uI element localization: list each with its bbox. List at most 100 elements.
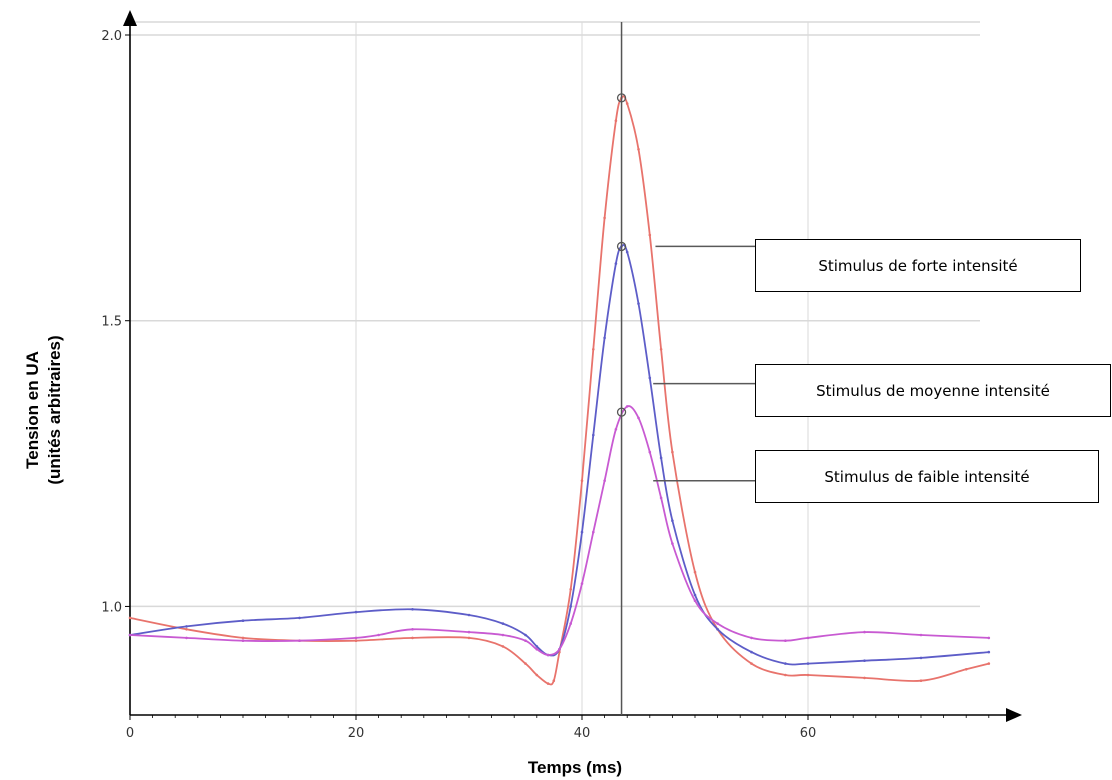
series-point-0 bbox=[659, 348, 663, 351]
series-point-2 bbox=[185, 636, 188, 640]
cursor-layer bbox=[616, 22, 627, 715]
series-point-0 bbox=[671, 450, 674, 454]
series-point-2 bbox=[546, 653, 550, 657]
cursor-marker bbox=[616, 241, 627, 252]
series-line-0 bbox=[129, 95, 990, 686]
series-point-1 bbox=[467, 613, 471, 617]
series-point-1 bbox=[919, 656, 923, 660]
leader-layer bbox=[653, 245, 755, 482]
series-point-1 bbox=[524, 633, 527, 637]
series-point-1 bbox=[625, 250, 629, 254]
series-point-1 bbox=[987, 650, 991, 654]
series-point-2 bbox=[298, 639, 301, 642]
x-tick-label: 60 bbox=[800, 726, 817, 741]
series-point-0 bbox=[128, 616, 132, 620]
series-point-2 bbox=[784, 639, 787, 642]
series-point-0 bbox=[806, 673, 810, 677]
series-point-0 bbox=[964, 668, 968, 671]
y-axis-title-group: Tension en UA (unités arbitraires) bbox=[23, 335, 64, 484]
series-point-1 bbox=[185, 625, 188, 628]
series-point-2 bbox=[671, 542, 674, 545]
y-axis-arrow-icon bbox=[123, 10, 137, 26]
series-point-0 bbox=[580, 479, 584, 483]
series-point-0 bbox=[750, 662, 753, 665]
series-point-0 bbox=[546, 682, 550, 685]
series-point-0 bbox=[784, 673, 787, 677]
y-axis-subtitle: (unités arbitraires) bbox=[45, 335, 64, 484]
series-point-0 bbox=[614, 119, 618, 122]
series-point-1 bbox=[603, 336, 606, 340]
series-point-2 bbox=[569, 622, 572, 625]
series-point-1 bbox=[241, 619, 245, 622]
series-point-2 bbox=[501, 633, 505, 637]
series-point-1 bbox=[784, 662, 787, 665]
series-point-1 bbox=[863, 659, 866, 662]
series-point-1 bbox=[637, 302, 640, 305]
series-point-0 bbox=[354, 639, 358, 642]
cursor-marker bbox=[616, 407, 627, 417]
series-point-2 bbox=[659, 496, 663, 500]
series-point-2 bbox=[603, 479, 606, 483]
series-point-0 bbox=[552, 679, 556, 682]
series-point-2 bbox=[693, 599, 697, 602]
series-point-0 bbox=[411, 636, 414, 640]
x-tick-label: 0 bbox=[126, 726, 134, 741]
ticks-layer: 1.0 1.5 2.0 0 20 40 60 bbox=[101, 29, 990, 741]
series-point-1 bbox=[569, 605, 572, 608]
series-point-1 bbox=[411, 608, 414, 611]
x-axis-arrow-icon bbox=[1006, 708, 1022, 722]
x-tick-label: 40 bbox=[574, 726, 591, 741]
series-point-0 bbox=[693, 570, 697, 574]
series-point-2 bbox=[592, 530, 595, 534]
series-point-1 bbox=[806, 662, 810, 665]
series-point-1 bbox=[648, 376, 652, 380]
series-point-2 bbox=[625, 405, 629, 408]
series-point-0 bbox=[648, 233, 652, 237]
series-point-0 bbox=[467, 636, 471, 640]
series-point-1 bbox=[501, 622, 505, 625]
y-axis-title: Tension en UA bbox=[23, 351, 42, 469]
series-point-2 bbox=[377, 633, 380, 637]
axes-layer bbox=[123, 10, 1022, 722]
series-point-2 bbox=[716, 622, 719, 625]
series-point-2 bbox=[535, 648, 539, 651]
series-point-0 bbox=[185, 628, 188, 631]
cursor-marker bbox=[616, 93, 627, 103]
series-layer bbox=[128, 95, 991, 686]
series-point-2 bbox=[648, 450, 652, 454]
annotation-box-forte: Stimulus de forte intensité bbox=[755, 239, 1081, 292]
series-point-2 bbox=[558, 648, 561, 651]
series-point-2 bbox=[467, 630, 471, 634]
series-point-0 bbox=[637, 148, 640, 151]
y-tick-label: 1.0 bbox=[101, 600, 122, 615]
series-point-2 bbox=[614, 428, 618, 431]
series-point-0 bbox=[241, 636, 245, 640]
series-point-1 bbox=[580, 530, 584, 534]
x-axis-title: Temps (ms) bbox=[528, 758, 622, 777]
series-point-1 bbox=[716, 628, 719, 631]
series-point-0 bbox=[603, 216, 606, 220]
series-point-1 bbox=[671, 519, 674, 522]
series-point-0 bbox=[863, 676, 866, 680]
series-point-2 bbox=[411, 628, 414, 631]
series-point-0 bbox=[987, 662, 991, 665]
series-point-1 bbox=[592, 433, 595, 437]
series-point-1 bbox=[693, 593, 697, 597]
series-point-2 bbox=[863, 630, 866, 634]
series-line-2 bbox=[129, 405, 989, 656]
series-point-0 bbox=[524, 662, 527, 665]
series-point-0 bbox=[535, 673, 539, 677]
series-point-1 bbox=[750, 650, 753, 654]
series-point-2 bbox=[637, 416, 640, 420]
series-point-1 bbox=[354, 610, 358, 614]
series-point-2 bbox=[580, 582, 584, 585]
annotation-box-faible: Stimulus de faible intensité bbox=[755, 450, 1099, 503]
series-point-2 bbox=[919, 633, 923, 637]
series-point-2 bbox=[806, 636, 810, 640]
series-point-2 bbox=[524, 639, 527, 642]
y-tick-label: 2.0 bbox=[101, 29, 122, 44]
series-point-1 bbox=[298, 616, 301, 620]
series-point-2 bbox=[354, 636, 358, 640]
series-point-1 bbox=[614, 262, 618, 265]
